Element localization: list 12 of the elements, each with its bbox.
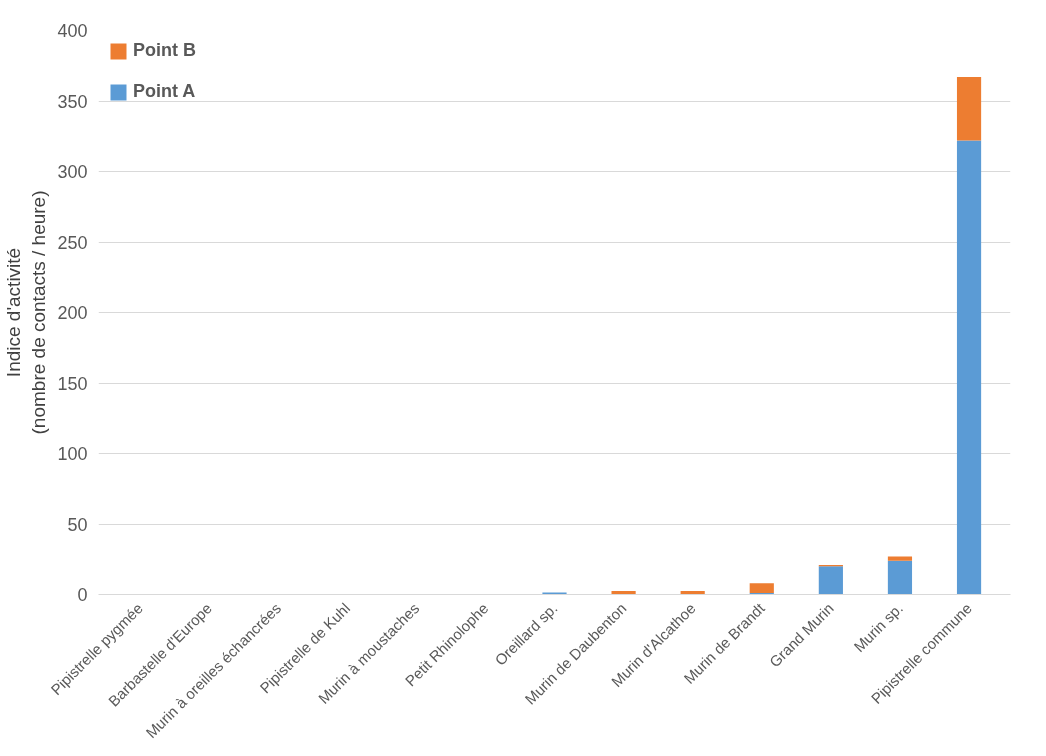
y-tick-label: 200 [57, 303, 88, 323]
legend-label: Point B [133, 40, 196, 61]
y-tick-label: 150 [57, 373, 88, 394]
y-tick-label: 400 [57, 21, 88, 41]
y-tick-label: 250 [57, 232, 88, 253]
y-axis-title: Indice d'activité (nombre de contacts / heure) [3, 190, 50, 435]
y-tick-label: 350 [57, 91, 88, 112]
y-tick-label: 50 [67, 514, 88, 535]
y-tick-label: 0 [77, 585, 88, 605]
legend-label: Point A [133, 81, 196, 102]
y-tick-label: 300 [57, 162, 88, 182]
y-tick-label: 100 [57, 444, 88, 464]
